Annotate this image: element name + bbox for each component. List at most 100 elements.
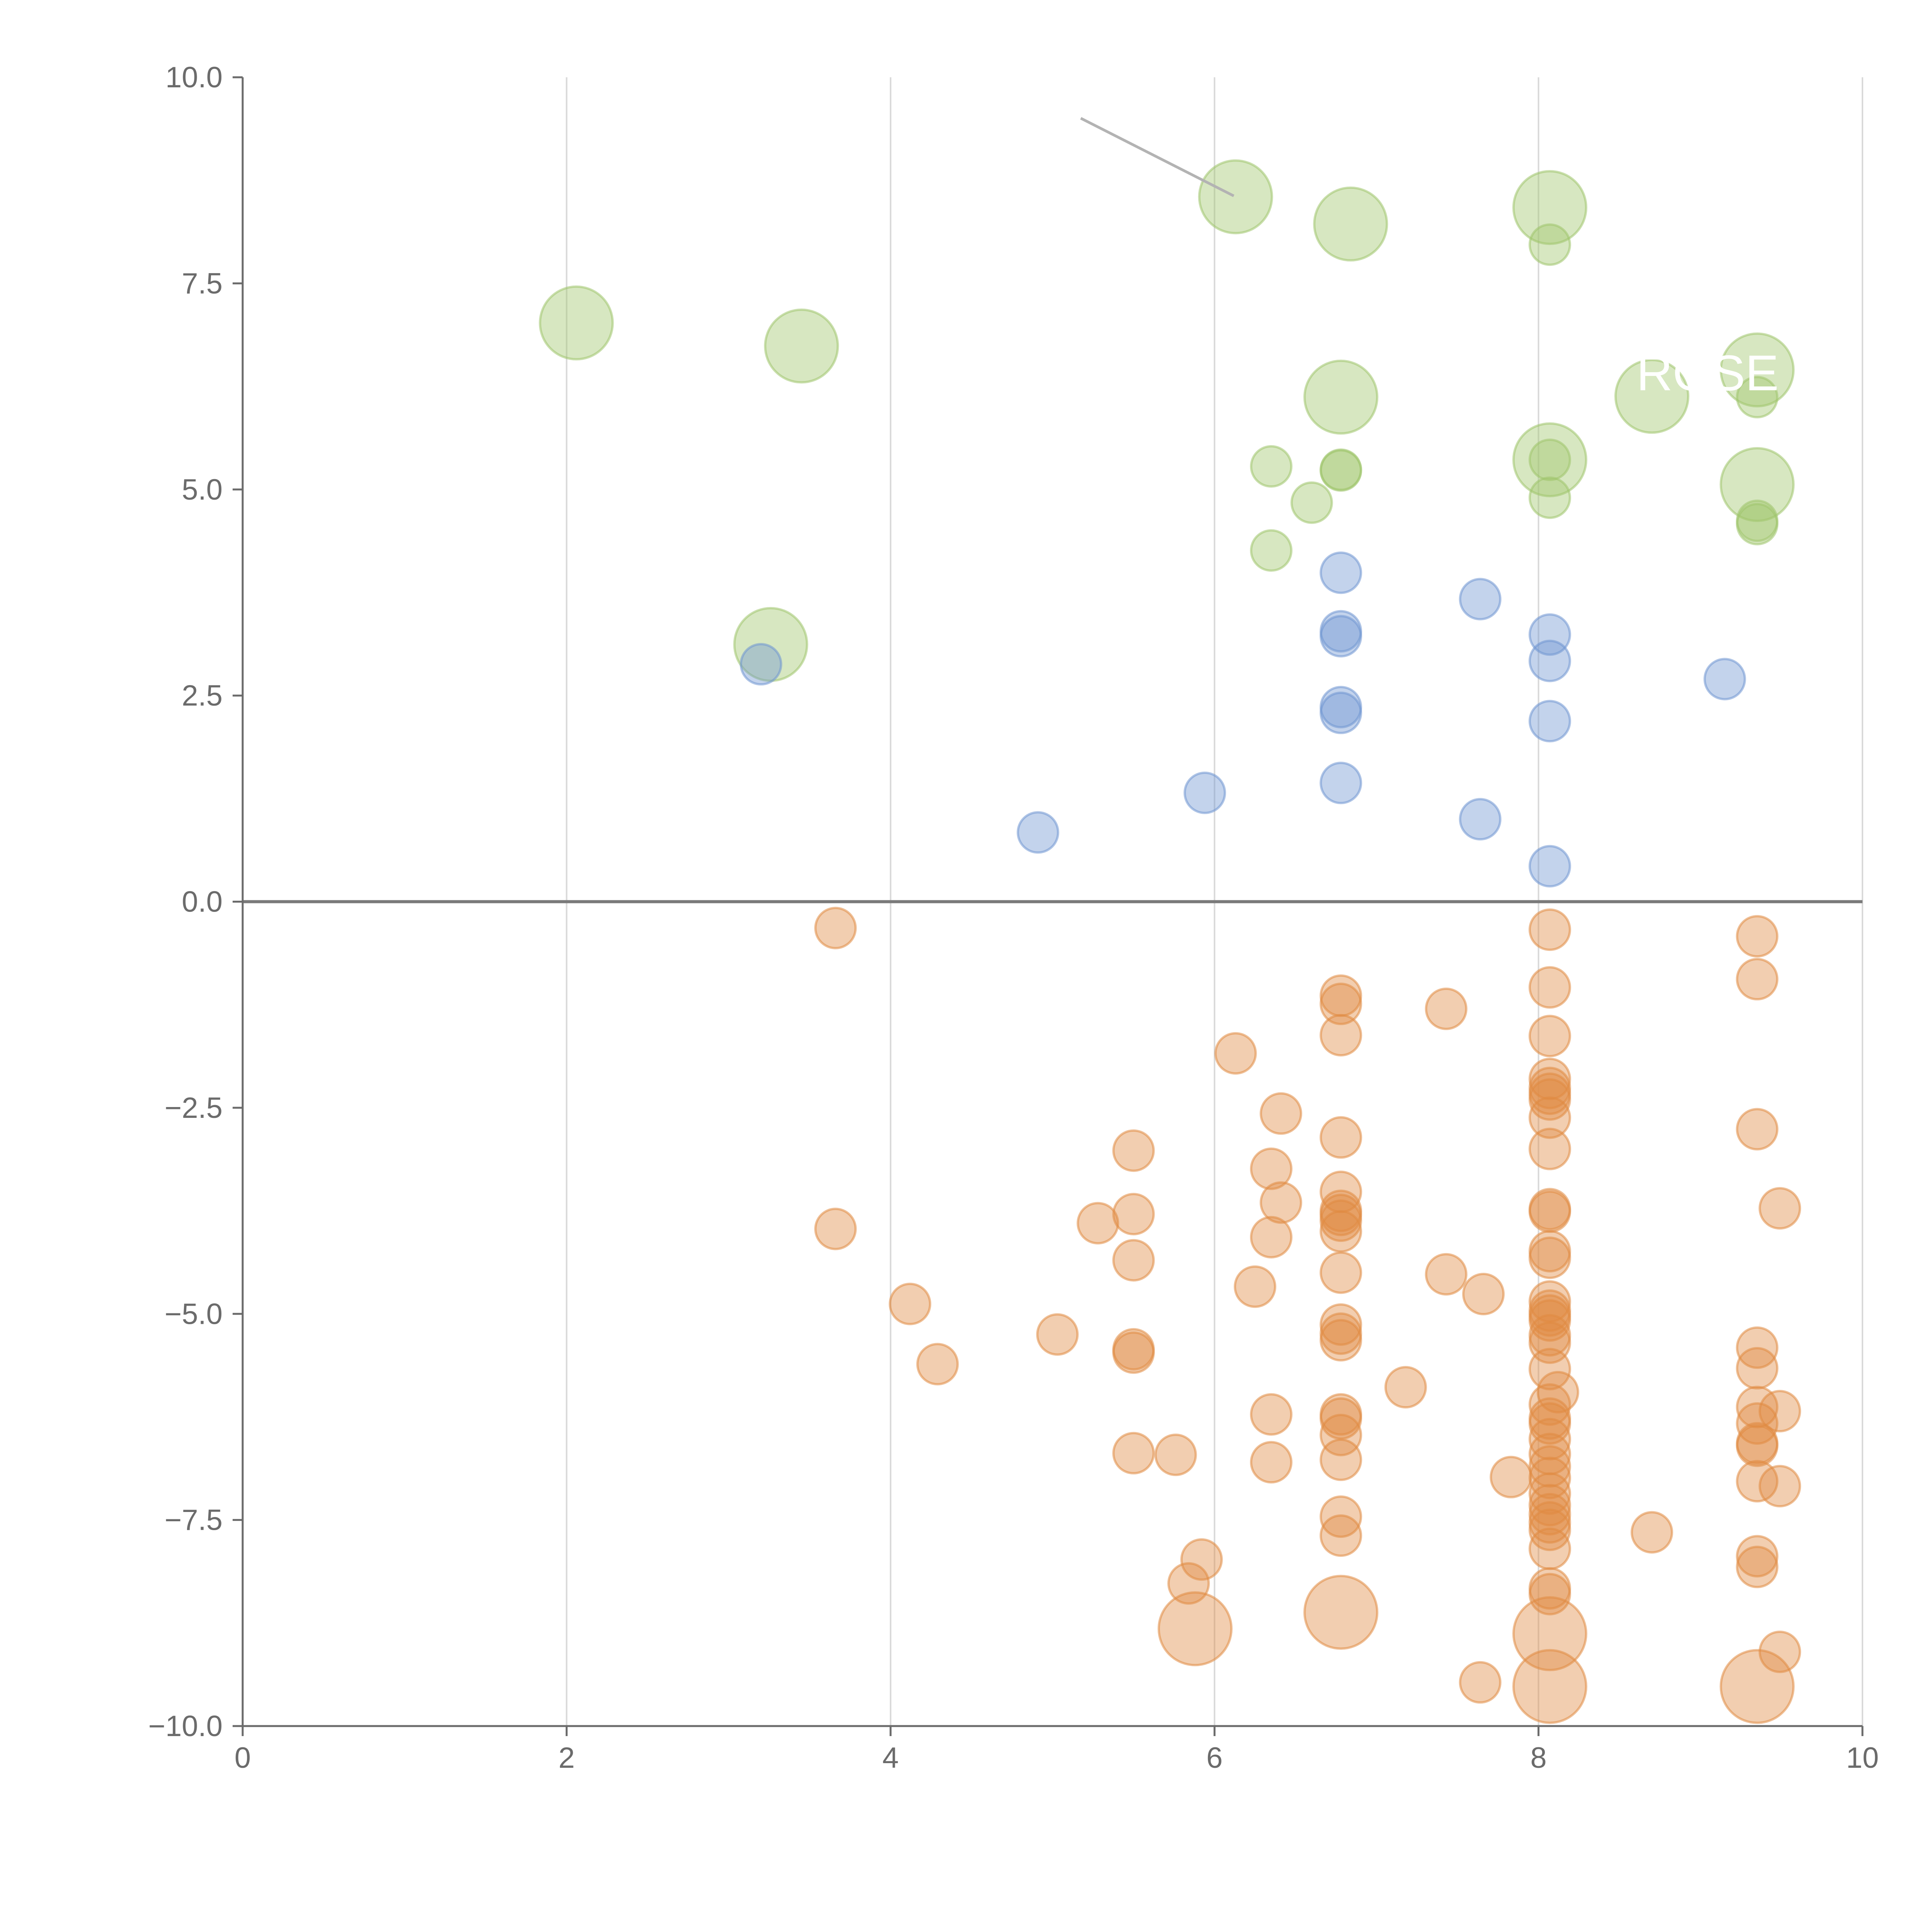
data-point-green xyxy=(1719,447,1795,522)
data-point-blue xyxy=(1320,615,1362,658)
data-point-green xyxy=(1528,476,1571,519)
data-point-orange xyxy=(1320,1514,1362,1557)
data-point-orange xyxy=(1036,1313,1079,1356)
data-point-orange xyxy=(1234,1265,1276,1308)
data-point-orange xyxy=(889,1282,932,1325)
data-point-blue xyxy=(1459,798,1502,841)
data-point-green xyxy=(1528,438,1571,481)
data-point-orange xyxy=(1512,1649,1587,1724)
data-point-green xyxy=(1736,503,1779,546)
data-point-orange xyxy=(1112,1193,1155,1236)
data-point-orange xyxy=(1250,1216,1293,1259)
data-point-orange xyxy=(1320,1413,1362,1456)
data-point-blue xyxy=(1320,551,1362,594)
data-point-orange xyxy=(1528,1236,1571,1279)
data-point-green xyxy=(1303,359,1379,435)
data-point-orange xyxy=(1528,1573,1571,1616)
y-tick-label: 2.5 xyxy=(182,679,223,712)
data-point-green xyxy=(1512,170,1587,245)
data-point-orange xyxy=(1320,1303,1362,1346)
data-point-orange xyxy=(916,1343,959,1386)
x-tick-label: 10 xyxy=(1846,1742,1879,1774)
y-tick-label: −10.0 xyxy=(148,1710,223,1743)
annotation-label: ROSE xyxy=(1636,345,1779,401)
y-tick-label: 0.0 xyxy=(182,886,223,918)
data-point-orange xyxy=(1490,1456,1532,1498)
data-point-orange xyxy=(1320,1319,1362,1362)
data-point-orange xyxy=(1320,1199,1362,1242)
data-point-orange xyxy=(1631,1511,1673,1554)
x-tick-label: 8 xyxy=(1530,1742,1546,1774)
data-point-orange xyxy=(1320,1438,1362,1481)
data-point-orange xyxy=(1320,1014,1362,1057)
data-point-blue xyxy=(1320,762,1362,804)
x-tick-label: 4 xyxy=(883,1742,899,1774)
data-point-orange xyxy=(1320,1210,1362,1253)
data-point-orange xyxy=(1320,983,1362,1026)
annotation-leader-line xyxy=(1080,117,1235,197)
data-point-green xyxy=(1198,159,1273,235)
data-point-orange xyxy=(1112,1129,1155,1172)
data-point-orange xyxy=(1736,1546,1779,1588)
data-point-green xyxy=(1528,223,1571,266)
data-point-orange xyxy=(1736,1347,1779,1390)
data-point-orange xyxy=(1260,1181,1303,1224)
data-point-orange xyxy=(1759,1187,1801,1230)
data-point-green xyxy=(1614,359,1690,434)
data-point-orange xyxy=(1260,1092,1303,1135)
data-point-orange xyxy=(1512,1596,1587,1672)
data-point-orange xyxy=(1528,1527,1571,1570)
data-point-orange xyxy=(1759,1630,1801,1673)
y-tick-label: −7.5 xyxy=(165,1504,223,1537)
data-point-orange xyxy=(1528,1348,1571,1391)
data-point-blue xyxy=(1320,691,1362,734)
y-tick-label: −2.5 xyxy=(165,1092,223,1124)
data-point-orange xyxy=(1759,1465,1801,1508)
x-tick-label: 0 xyxy=(235,1742,251,1774)
data-point-orange xyxy=(1157,1591,1233,1667)
axes: 0 2 4 6 8 10 −10.0 −7.5 −5.0 −2.5 0.0 2.5 5.0 7.5 10.0 xyxy=(148,61,1879,1774)
data-point-blue xyxy=(1459,578,1502,621)
data-point-orange xyxy=(1528,908,1571,951)
data-point-orange xyxy=(1250,1393,1293,1436)
data-point-orange xyxy=(1303,1575,1379,1650)
data-point-orange xyxy=(1384,1366,1427,1409)
data-point-orange xyxy=(1528,1078,1571,1121)
x-tick-label: 6 xyxy=(1206,1742,1223,1774)
data-point-blue xyxy=(1528,845,1571,888)
data-point-green xyxy=(1512,422,1587,497)
data-point-orange xyxy=(1112,1331,1155,1374)
data-point-blue xyxy=(740,643,782,686)
y-tick-label: 10.0 xyxy=(165,61,223,94)
data-point-blue xyxy=(1017,811,1060,854)
data-point-orange xyxy=(1180,1538,1223,1581)
data-point-orange xyxy=(1528,966,1571,1009)
y-tick-label: 5.0 xyxy=(182,473,223,506)
data-point-green xyxy=(539,285,614,361)
data-point-orange xyxy=(1462,1273,1505,1316)
y-tick-label: 7.5 xyxy=(182,267,223,300)
data-point-orange xyxy=(1214,1032,1257,1075)
data-point-blue xyxy=(1528,700,1571,743)
data-point-orange xyxy=(1759,1390,1801,1433)
y-tick-label: −5.0 xyxy=(165,1298,223,1330)
data-point-green xyxy=(1250,529,1293,572)
data-point-green xyxy=(1290,481,1333,524)
data-point-orange xyxy=(1736,1424,1779,1467)
data-point-orange xyxy=(814,1208,857,1250)
data-point-green xyxy=(1320,449,1362,492)
data-point-blue xyxy=(1184,771,1226,814)
data-point-orange xyxy=(1736,915,1779,958)
data-point-orange xyxy=(814,906,857,949)
data-point-orange xyxy=(1528,1190,1571,1233)
annotations: ROSE xyxy=(1080,117,1779,401)
data-point-orange xyxy=(1528,1402,1571,1445)
data-point-orange xyxy=(1736,1108,1779,1151)
data-point-orange xyxy=(1425,987,1468,1030)
data-point-blue xyxy=(1528,639,1571,682)
data-point-orange xyxy=(1528,1015,1571,1058)
data-point-orange xyxy=(1112,1239,1155,1282)
data-point-green xyxy=(1313,186,1388,262)
data-point-orange xyxy=(1112,1432,1155,1475)
